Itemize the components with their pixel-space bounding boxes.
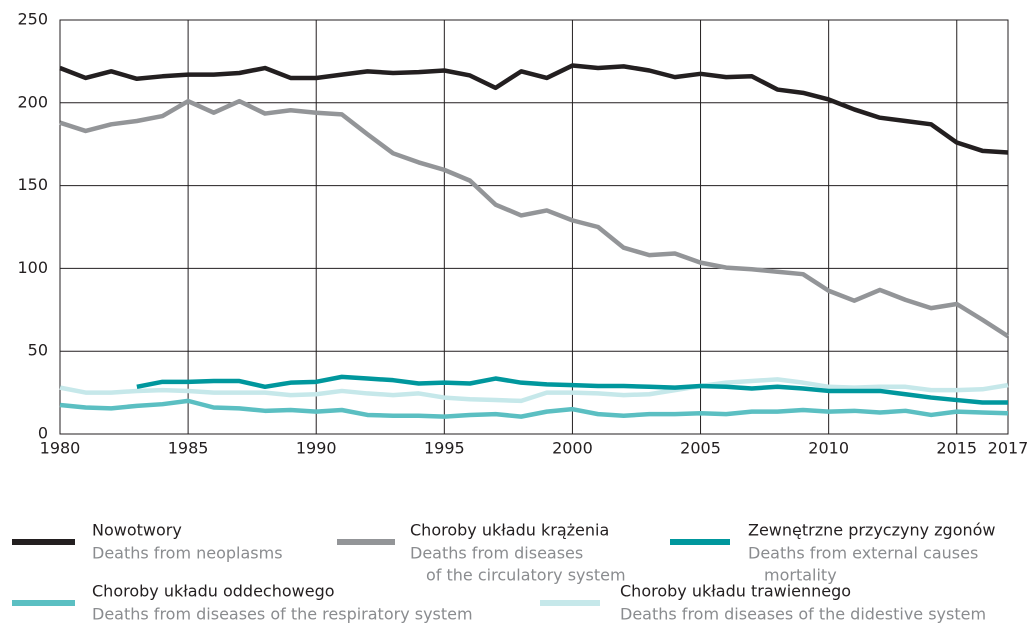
- series-line: [59, 98, 1010, 339]
- x-tick-label: 1980: [40, 439, 81, 458]
- x-tick-label: 1990: [296, 439, 337, 458]
- series-line: [59, 63, 1009, 155]
- y-tick-label: 50: [28, 341, 48, 360]
- legend-label: Choroby układu trawiennego: [620, 582, 851, 601]
- y-tick-label: 150: [17, 175, 48, 194]
- x-tick-label: 2000: [552, 439, 593, 458]
- legend-description: Deaths from diseases: [410, 544, 583, 563]
- x-tick-label: 1995: [424, 439, 465, 458]
- legend-description: Deaths from diseases of the didestive sy…: [620, 605, 986, 624]
- legend-label: Choroby układu krążenia: [410, 521, 609, 540]
- legend-label: Zewnętrzne przyczyny zgonów: [748, 521, 996, 540]
- y-tick-label: 250: [17, 10, 48, 29]
- y-tick-label: 0: [38, 424, 48, 443]
- plot-frame: [59, 19, 1009, 435]
- x-tick-label: 2017: [988, 439, 1029, 458]
- y-tick-label: 200: [17, 92, 48, 111]
- x-tick-label: 2010: [808, 439, 849, 458]
- legend-label: Nowotwory: [92, 521, 182, 540]
- x-tick-label: 1985: [168, 439, 209, 458]
- series-line: [59, 377, 1009, 404]
- legend-description: Deaths from neoplasms: [92, 544, 283, 563]
- legend-description: of the circulatory system: [426, 566, 626, 585]
- y-tick-label: 100: [17, 258, 48, 277]
- x-tick-label: 2015: [936, 439, 977, 458]
- legend-description: Deaths from diseases of the respiratory …: [92, 605, 473, 624]
- legend-label: Choroby układu oddechowego: [92, 582, 335, 601]
- series-line: [59, 398, 1009, 419]
- series-line: [136, 374, 1008, 405]
- legend-description: Deaths from external causes: [748, 544, 978, 563]
- x-tick-label: 2005: [680, 439, 721, 458]
- legend-description: mortality: [764, 566, 837, 585]
